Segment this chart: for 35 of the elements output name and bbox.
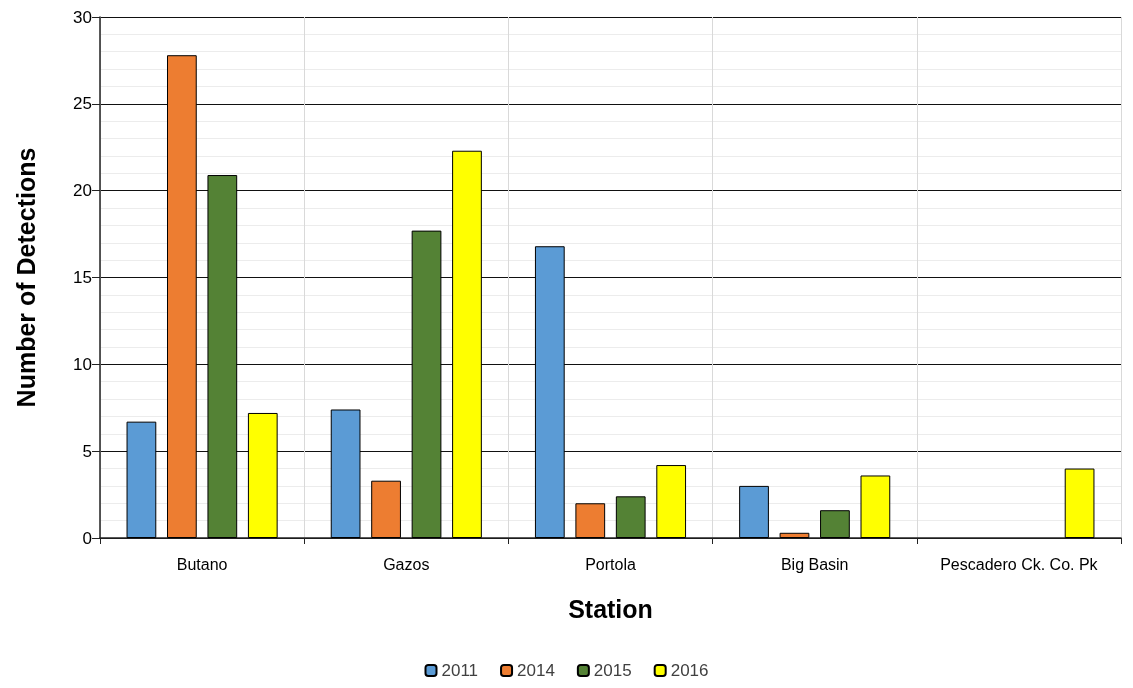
bar [615, 496, 646, 538]
legend-label: 2014 [517, 661, 555, 680]
bar [207, 175, 238, 538]
bar [820, 510, 850, 538]
y-tick-label: 30 [73, 7, 92, 27]
x-axis-title: Station [568, 594, 653, 623]
y-tick-label: 0 [82, 528, 92, 548]
bar [575, 503, 606, 538]
bar [1064, 468, 1095, 538]
y-tick-label: 5 [82, 441, 92, 461]
legend-label: 2015 [593, 661, 632, 680]
y-tick-label: 10 [73, 354, 92, 374]
y-tick-label: 20 [73, 181, 92, 201]
bar [167, 55, 197, 538]
bar [452, 150, 482, 538]
bar [330, 409, 361, 538]
x-tick-label: Butano [176, 555, 228, 573]
bar [656, 465, 687, 538]
bar [411, 230, 442, 538]
bar [371, 480, 401, 538]
legend-label: 2011 [441, 661, 479, 680]
bar [247, 412, 278, 538]
x-tick-label: Gazos [383, 555, 430, 573]
x-tick-label: Portola [585, 555, 636, 573]
x-tick-label: Big Basin [780, 555, 849, 573]
y-tick-label: 25 [73, 94, 92, 114]
bar [126, 421, 157, 538]
bar [860, 475, 891, 538]
bar [534, 246, 565, 538]
bar [739, 485, 769, 538]
legend-label: 2016 [670, 661, 709, 680]
y-axis-title: Number of Detections [11, 147, 40, 408]
bar [779, 532, 810, 538]
x-tick-label: Pescadero Ck. Co. Pk [940, 555, 1099, 573]
y-tick-label: 15 [73, 268, 92, 287]
